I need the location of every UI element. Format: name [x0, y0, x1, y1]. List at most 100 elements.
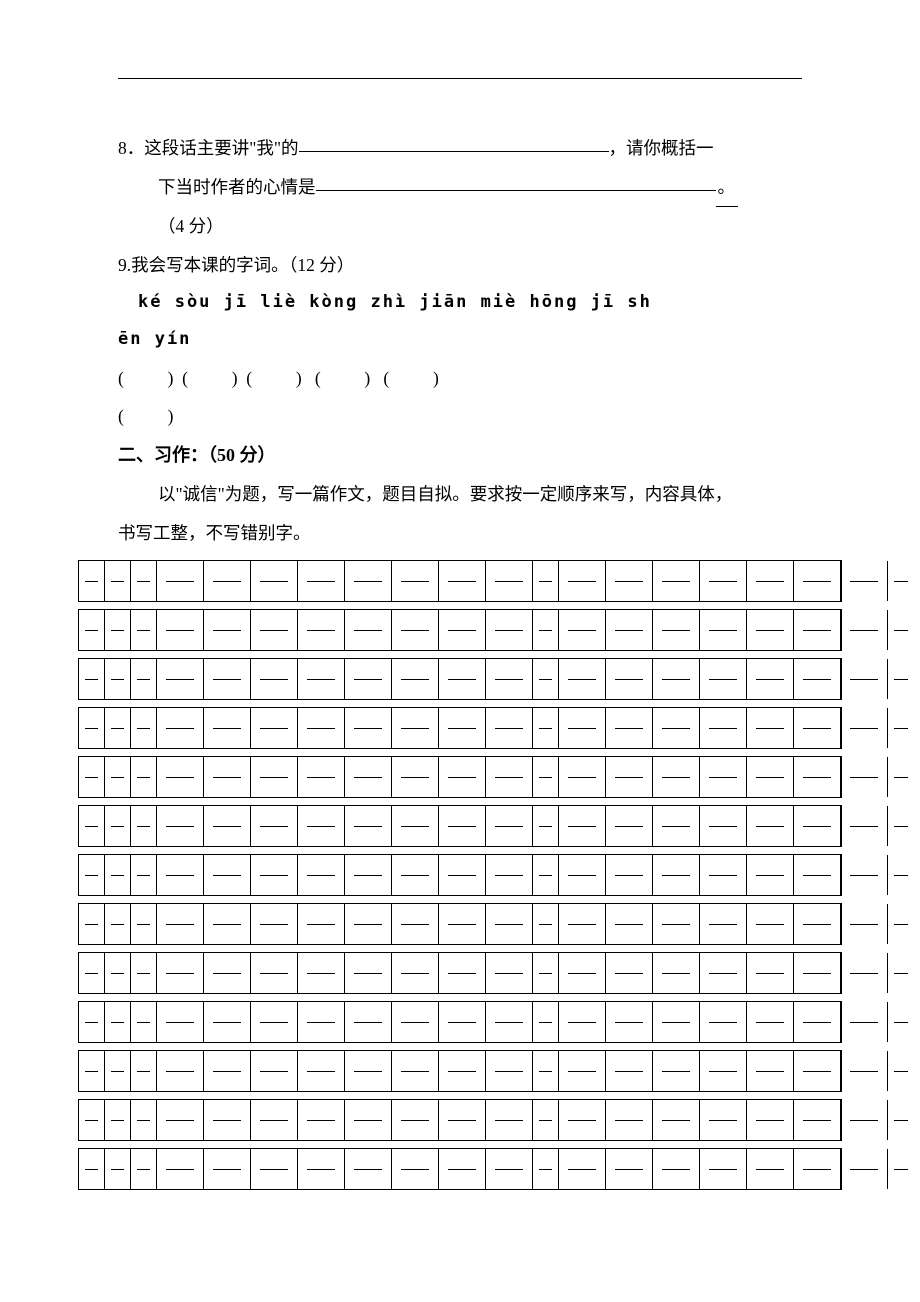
grid-cell[interactable]: [204, 659, 251, 699]
grid-cell[interactable]: [79, 757, 105, 797]
grid-cell[interactable]: [105, 561, 131, 601]
grid-cell[interactable]: [298, 610, 345, 650]
grid-cell[interactable]: [79, 1051, 105, 1091]
grid-cell[interactable]: [559, 757, 606, 797]
grid-cell[interactable]: [747, 1149, 794, 1189]
grid-cell[interactable]: [700, 1100, 747, 1140]
grid-cell[interactable]: [794, 855, 841, 895]
grid-cell[interactable]: [794, 708, 841, 748]
grid-cell[interactable]: [486, 757, 533, 797]
grid-cell[interactable]: [700, 561, 747, 601]
grid-cell[interactable]: [204, 1002, 251, 1042]
grid-cell[interactable]: [841, 708, 888, 748]
grid-cell[interactable]: [747, 610, 794, 650]
grid-cell[interactable]: [345, 1002, 392, 1042]
grid-cell[interactable]: [700, 1002, 747, 1042]
grid-cell[interactable]: [131, 708, 157, 748]
grid-cell[interactable]: [392, 1149, 439, 1189]
grid-cell[interactable]: [157, 1051, 204, 1091]
grid-cell[interactable]: [204, 904, 251, 944]
grid-cell[interactable]: [700, 953, 747, 993]
grid-cell[interactable]: [131, 806, 157, 846]
grid-cell[interactable]: [888, 610, 914, 650]
grid-cell[interactable]: [559, 561, 606, 601]
grid-cell[interactable]: [392, 561, 439, 601]
grid-cell[interactable]: [700, 708, 747, 748]
grid-cell[interactable]: [533, 1100, 559, 1140]
grid-cell[interactable]: [794, 904, 841, 944]
grid-cell[interactable]: [747, 855, 794, 895]
grid-cell[interactable]: [298, 1051, 345, 1091]
grid-cell[interactable]: [888, 855, 914, 895]
grid-cell[interactable]: [841, 1051, 888, 1091]
grid-cell[interactable]: [888, 806, 914, 846]
grid-cell[interactable]: [105, 708, 131, 748]
grid-cell[interactable]: [559, 1002, 606, 1042]
grid-cell[interactable]: [841, 806, 888, 846]
grid-cell[interactable]: [653, 610, 700, 650]
grid-cell[interactable]: [251, 610, 298, 650]
grid-cell[interactable]: [533, 708, 559, 748]
grid-cell[interactable]: [392, 904, 439, 944]
grid-cell[interactable]: [653, 1100, 700, 1140]
grid-cell[interactable]: [157, 1100, 204, 1140]
grid-cell[interactable]: [653, 904, 700, 944]
grid-cell[interactable]: [251, 561, 298, 601]
grid-cell[interactable]: [204, 561, 251, 601]
grid-cell[interactable]: [79, 855, 105, 895]
grid-cell[interactable]: [298, 904, 345, 944]
grid-cell[interactable]: [559, 610, 606, 650]
grid-cell[interactable]: [157, 659, 204, 699]
grid-cell[interactable]: [486, 855, 533, 895]
grid-cell[interactable]: [105, 953, 131, 993]
grid-cell[interactable]: [105, 757, 131, 797]
grid-cell[interactable]: [204, 757, 251, 797]
grid-cell[interactable]: [131, 953, 157, 993]
grid-cell[interactable]: [131, 904, 157, 944]
grid-cell[interactable]: [653, 561, 700, 601]
grid-cell[interactable]: [131, 1002, 157, 1042]
grid-cell[interactable]: [131, 1100, 157, 1140]
grid-cell[interactable]: [606, 757, 653, 797]
grid-cell[interactable]: [105, 1149, 131, 1189]
grid-cell[interactable]: [392, 1002, 439, 1042]
grid-cell[interactable]: [392, 855, 439, 895]
grid-cell[interactable]: [157, 806, 204, 846]
grid-cell[interactable]: [606, 904, 653, 944]
grid-cell[interactable]: [888, 757, 914, 797]
grid-cell[interactable]: [841, 659, 888, 699]
grid-cell[interactable]: [888, 561, 914, 601]
grid-row[interactable]: [78, 560, 842, 602]
grid-cell[interactable]: [888, 953, 914, 993]
grid-cell[interactable]: [533, 561, 559, 601]
grid-cell[interactable]: [747, 904, 794, 944]
grid-cell[interactable]: [204, 1149, 251, 1189]
grid-cell[interactable]: [79, 806, 105, 846]
grid-cell[interactable]: [439, 1100, 486, 1140]
grid-cell[interactable]: [204, 806, 251, 846]
grid-cell[interactable]: [533, 806, 559, 846]
grid-cell[interactable]: [559, 1100, 606, 1140]
grid-cell[interactable]: [841, 855, 888, 895]
grid-cell[interactable]: [888, 659, 914, 699]
grid-cell[interactable]: [841, 1149, 888, 1189]
grid-cell[interactable]: [251, 757, 298, 797]
grid-cell[interactable]: [559, 1051, 606, 1091]
top-blank-line[interactable]: [118, 60, 802, 79]
grid-cell[interactable]: [533, 1149, 559, 1189]
grid-cell[interactable]: [888, 708, 914, 748]
grid-cell[interactable]: [606, 610, 653, 650]
grid-row[interactable]: [78, 1099, 842, 1141]
grid-cell[interactable]: [298, 855, 345, 895]
grid-cell[interactable]: [700, 659, 747, 699]
grid-cell[interactable]: [439, 806, 486, 846]
grid-cell[interactable]: [533, 757, 559, 797]
grid-cell[interactable]: [345, 757, 392, 797]
grid-cell[interactable]: [747, 708, 794, 748]
grid-cell[interactable]: [157, 1002, 204, 1042]
grid-cell[interactable]: [747, 659, 794, 699]
grid-cell[interactable]: [131, 610, 157, 650]
grid-cell[interactable]: [392, 610, 439, 650]
grid-cell[interactable]: [653, 757, 700, 797]
grid-cell[interactable]: [157, 1149, 204, 1189]
